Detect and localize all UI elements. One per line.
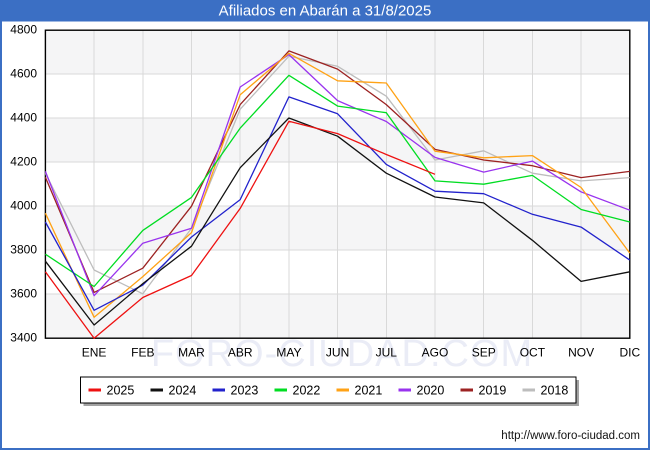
svg-text:3600: 3600 xyxy=(10,287,37,301)
svg-text:ABR: ABR xyxy=(228,346,253,360)
svg-text:FEB: FEB xyxy=(131,346,154,360)
svg-text:2025: 2025 xyxy=(107,384,135,398)
svg-text:4200: 4200 xyxy=(10,155,37,169)
svg-text:2020: 2020 xyxy=(417,384,445,398)
svg-text:2018: 2018 xyxy=(541,384,569,398)
svg-text:4600: 4600 xyxy=(10,67,37,81)
svg-text:2022: 2022 xyxy=(293,384,321,398)
svg-text:JUL: JUL xyxy=(376,346,398,360)
svg-text:OCT: OCT xyxy=(520,346,546,360)
svg-text:http://www.foro-ciudad.com: http://www.foro-ciudad.com xyxy=(501,430,640,442)
svg-text:DIC: DIC xyxy=(619,346,640,360)
svg-text:NOV: NOV xyxy=(568,346,594,360)
svg-text:2024: 2024 xyxy=(169,384,197,398)
svg-text:2021: 2021 xyxy=(355,384,383,398)
svg-text:Afiliados en Abarán a 31/8/202: Afiliados en Abarán a 31/8/2025 xyxy=(219,3,432,20)
svg-text:FORO-CIUDAD.COM: FORO-CIUDAD.COM xyxy=(151,333,533,375)
svg-text:JUN: JUN xyxy=(326,346,349,360)
svg-text:3800: 3800 xyxy=(10,243,37,257)
svg-text:AGO: AGO xyxy=(422,346,449,360)
svg-text:SEP: SEP xyxy=(472,346,496,360)
svg-text:3400: 3400 xyxy=(10,331,37,345)
svg-text:4400: 4400 xyxy=(10,111,37,125)
svg-text:4800: 4800 xyxy=(10,23,37,37)
svg-text:ENE: ENE xyxy=(82,346,107,360)
svg-text:2019: 2019 xyxy=(479,384,507,398)
svg-text:4000: 4000 xyxy=(10,199,37,213)
svg-text:MAR: MAR xyxy=(178,346,205,360)
svg-text:2023: 2023 xyxy=(231,384,259,398)
svg-text:MAY: MAY xyxy=(276,346,301,360)
